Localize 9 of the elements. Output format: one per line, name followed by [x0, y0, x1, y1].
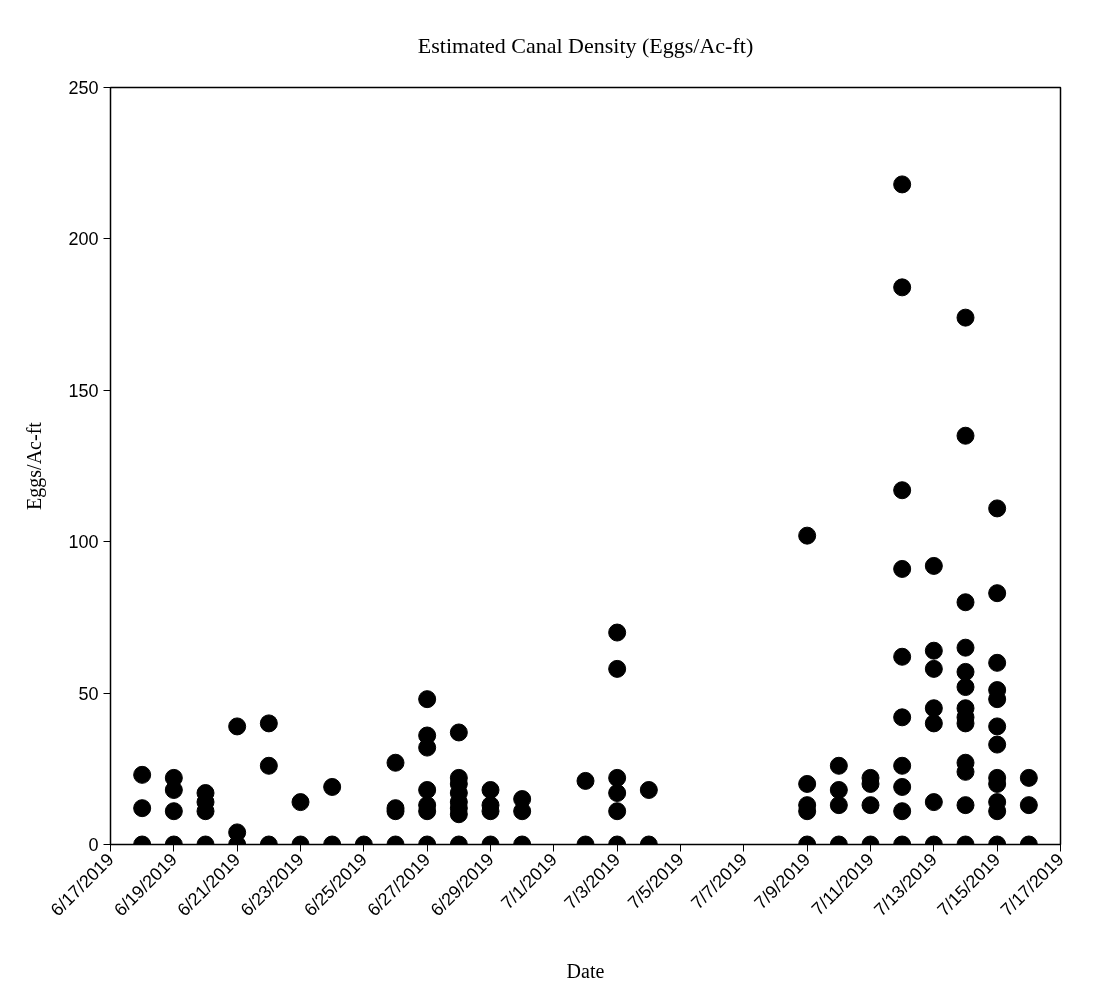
y-tick-label: 150	[68, 380, 99, 401]
y-axis-title: Eggs/Ac-ft	[23, 421, 47, 510]
y-tick-label: 250	[68, 78, 99, 98]
x-axis-title: Date	[566, 960, 605, 983]
y-tick-label: 200	[68, 229, 99, 250]
y-tick-label: 0	[88, 835, 99, 855]
y-tick-label: 50	[78, 683, 99, 704]
y-tick-label: 100	[68, 532, 99, 553]
chart-title: Estimated Canal Density (Eggs/Ac-ft)	[417, 32, 754, 58]
